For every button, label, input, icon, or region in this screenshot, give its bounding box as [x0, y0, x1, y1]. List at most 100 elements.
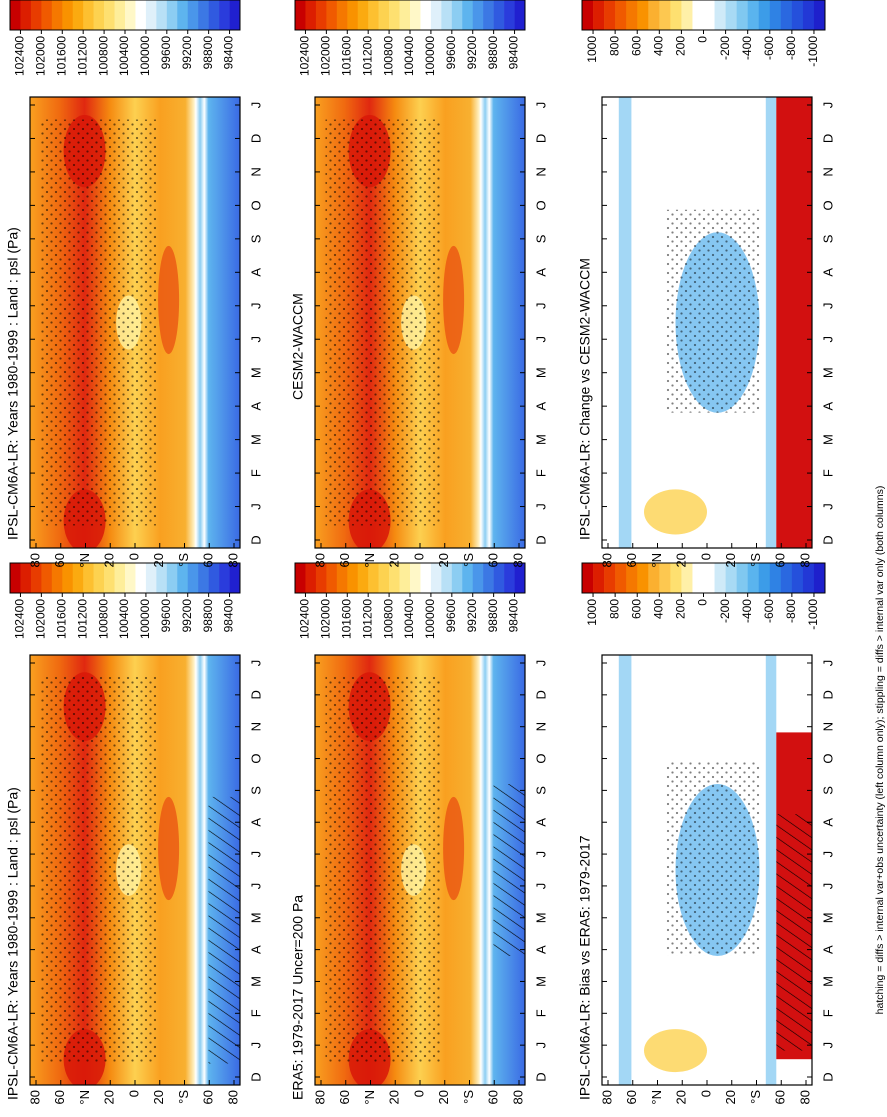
colorbar-box — [315, 0, 327, 30]
month-label: A — [248, 401, 263, 410]
lat-label: 0 — [411, 1090, 426, 1097]
anomaly — [644, 489, 707, 535]
lat-label: °S — [748, 1090, 763, 1104]
month-label: A — [248, 945, 263, 954]
month-label: J — [533, 883, 548, 890]
lat-label: 80 — [312, 553, 327, 567]
month-label: J — [533, 336, 548, 343]
month-label: A — [820, 401, 835, 410]
colorbar-box — [615, 563, 627, 593]
month-label: S — [533, 234, 548, 243]
colorbar-label: 200 — [674, 36, 688, 56]
colorbar-box — [637, 563, 649, 593]
month-label: J — [820, 851, 835, 858]
month-label: D — [248, 535, 263, 544]
month-label: A — [533, 945, 548, 954]
colorbar-box — [736, 563, 748, 593]
colorbar-label: -1000 — [806, 36, 820, 67]
colorbar-box — [615, 0, 627, 30]
colorbar-label: 102000 — [34, 599, 48, 639]
colorbar-box — [51, 563, 63, 593]
month-label: D — [820, 535, 835, 544]
colorbar-label: 600 — [629, 599, 643, 619]
stippling — [665, 762, 760, 956]
colorbar-box — [198, 0, 209, 30]
month-label: J — [820, 503, 835, 510]
lat-label: 80 — [27, 1090, 42, 1104]
lat-label: °S — [461, 1090, 476, 1104]
footnote: hatching = diffs > internal var+obs unce… — [874, 486, 886, 1015]
colorbar-box — [410, 0, 421, 30]
colorbar-box — [145, 563, 157, 593]
hatching — [208, 796, 240, 1064]
colorbar-box — [604, 0, 616, 30]
colorbar-box — [145, 0, 157, 30]
lat-label: 0 — [411, 553, 426, 560]
lat-label: 80 — [27, 553, 42, 567]
month-label: A — [820, 945, 835, 954]
colorbar-label: 99200 — [180, 36, 194, 70]
colorbar-label: 102400 — [13, 599, 27, 639]
colorbar-box — [357, 0, 369, 30]
month-label: J — [820, 102, 835, 109]
lat-label: 80 — [312, 1090, 327, 1104]
month-label: F — [248, 469, 263, 477]
month-label: S — [248, 786, 263, 795]
panel-title: IPSL-CM6A-LR: Change vs CESM2-WACCM — [577, 258, 593, 540]
colorbar-label: 99200 — [180, 599, 194, 633]
colorbar-box — [41, 563, 53, 593]
colorbar-box — [582, 563, 594, 593]
lat-label: °S — [176, 1090, 191, 1104]
lat-label: 60 — [201, 1090, 216, 1104]
lat-label: 20 — [102, 553, 117, 567]
colorbar-box — [104, 563, 115, 593]
high-pressure — [158, 796, 180, 901]
colorbar-label: 102000 — [319, 36, 333, 76]
month-label: F — [820, 469, 835, 477]
colorbar-box — [681, 563, 693, 593]
colorbar-box — [399, 563, 411, 593]
polar-band — [776, 97, 812, 548]
colorbar-label: 99600 — [444, 36, 458, 70]
colorbar-label: 0 — [696, 599, 710, 606]
colorbar-box — [802, 0, 815, 30]
colorbar-label: 101200 — [75, 36, 89, 76]
month-label: D — [248, 134, 263, 143]
colorbar-box — [357, 563, 369, 593]
stippling — [325, 676, 441, 1064]
panel-title: CESM2-WACCM — [290, 293, 306, 400]
colorbar-label: 1000 — [585, 599, 599, 626]
colorbar-box — [725, 0, 737, 30]
lat-label: 60 — [486, 1090, 501, 1104]
month-label: O — [248, 753, 263, 763]
lat-label: 80 — [510, 1090, 525, 1104]
colorbar-box — [378, 563, 390, 593]
colorbar-box — [758, 0, 771, 30]
colorbar-label: 101600 — [54, 36, 68, 76]
panel: IPSL-CM6A-LR: Years 1980-1999 : Land : p… — [5, 0, 263, 568]
colorbar-label: 99600 — [159, 36, 173, 70]
band — [765, 97, 777, 548]
high-pressure — [443, 796, 465, 901]
month-label: D — [533, 134, 548, 143]
colorbar-box — [769, 0, 782, 30]
colorbar-box — [177, 0, 189, 30]
colorbar-box — [703, 563, 715, 593]
month-label: A — [248, 818, 263, 827]
colorbar-box — [659, 0, 671, 30]
colorbar-box — [399, 0, 411, 30]
lat-label: 20 — [102, 1090, 117, 1104]
stippling — [40, 119, 156, 526]
band — [765, 655, 777, 1085]
month-label: J — [820, 336, 835, 343]
month-label: M — [533, 367, 548, 378]
colorbar-label: 98400 — [222, 36, 236, 70]
panel-title: IPSL-CM6A-LR: Years 1980-1999 : Land : p… — [5, 227, 21, 540]
colorbar-label: 800 — [607, 36, 621, 56]
month-label: O — [820, 753, 835, 763]
month-label: F — [533, 1009, 548, 1017]
lat-label: 0 — [126, 1090, 141, 1097]
colorbar-box — [156, 563, 168, 593]
lat-label: °N — [649, 1090, 664, 1105]
colorbar-box — [420, 563, 432, 593]
